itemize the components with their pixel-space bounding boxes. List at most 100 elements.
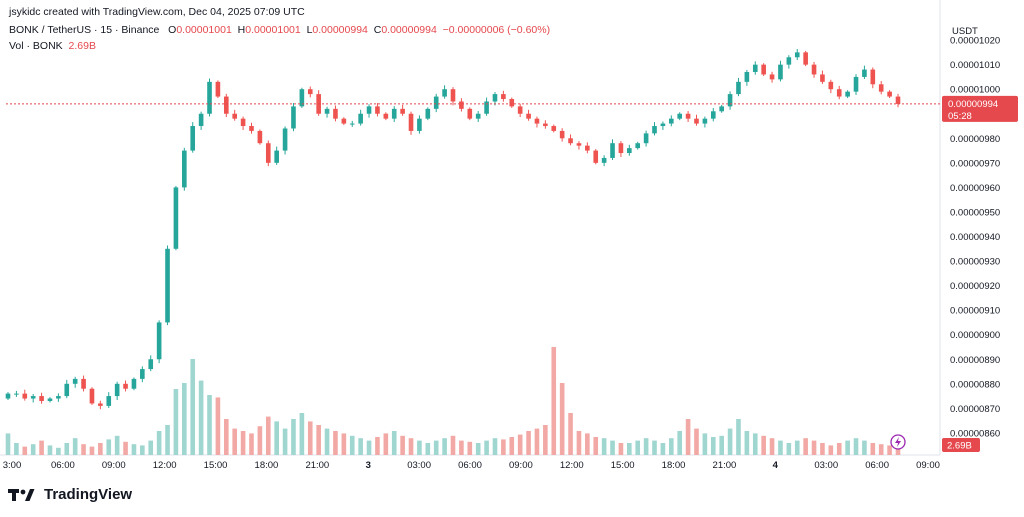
- candle-body[interactable]: [551, 126, 557, 131]
- candle-body[interactable]: [794, 52, 800, 58]
- candle-body[interactable]: [568, 138, 573, 144]
- candle-body[interactable]: [509, 99, 515, 107]
- candle-body[interactable]: [845, 91, 850, 97]
- candle-body[interactable]: [442, 89, 447, 97]
- candle-body[interactable]: [719, 106, 724, 112]
- candle-body[interactable]: [182, 150, 187, 188]
- candle-body[interactable]: [736, 81, 741, 95]
- candle-body[interactable]: [114, 383, 120, 397]
- candle-body[interactable]: [257, 130, 263, 144]
- candle-body[interactable]: [341, 118, 347, 124]
- candle-body[interactable]: [778, 64, 783, 80]
- candle-body[interactable]: [811, 64, 817, 75]
- candle-body[interactable]: [190, 126, 196, 151]
- candle-body[interactable]: [106, 396, 112, 406]
- candle-body[interactable]: [593, 150, 599, 163]
- candle-body[interactable]: [610, 143, 615, 158]
- tradingview-brand[interactable]: TradingView: [8, 486, 132, 503]
- candle-body[interactable]: [618, 143, 624, 154]
- candle-body[interactable]: [820, 74, 825, 82]
- candle-body[interactable]: [5, 393, 11, 399]
- candle-body[interactable]: [677, 113, 683, 119]
- candle-body[interactable]: [240, 118, 246, 127]
- candle-body[interactable]: [265, 143, 271, 163]
- candle-body[interactable]: [282, 128, 288, 151]
- symbol-name[interactable]: BONK / TetherUS · 15 · Binance: [9, 24, 160, 36]
- candle-body[interactable]: [769, 74, 775, 80]
- candle-body[interactable]: [64, 383, 70, 397]
- candle-body[interactable]: [307, 89, 313, 95]
- candle-body[interactable]: [156, 322, 162, 360]
- volume-label[interactable]: Vol · BONK: [9, 40, 63, 52]
- candle-body[interactable]: [450, 89, 456, 102]
- candle-body[interactable]: [22, 393, 28, 399]
- candle-body[interactable]: [492, 94, 498, 102]
- candle-body[interactable]: [207, 81, 212, 114]
- candle-body[interactable]: [660, 123, 666, 127]
- candle-body[interactable]: [333, 108, 338, 119]
- candle-body[interactable]: [425, 108, 431, 119]
- candle-body[interactable]: [140, 369, 145, 379]
- candle-body[interactable]: [744, 72, 750, 82]
- candle-body[interactable]: [408, 113, 414, 131]
- candle-body[interactable]: [383, 113, 389, 119]
- candle-body[interactable]: [433, 96, 439, 109]
- candle-body[interactable]: [47, 398, 53, 401]
- candle-body[interactable]: [324, 108, 330, 114]
- candle-body[interactable]: [215, 81, 221, 97]
- candle-body[interactable]: [148, 359, 154, 370]
- candle-body[interactable]: [81, 378, 86, 389]
- candle-body[interactable]: [727, 94, 733, 107]
- candle-body[interactable]: [475, 113, 481, 119]
- candle-body[interactable]: [72, 378, 78, 384]
- candle-body[interactable]: [375, 106, 380, 114]
- candle-body[interactable]: [585, 145, 590, 151]
- candle-body[interactable]: [534, 118, 540, 124]
- candle-body[interactable]: [39, 396, 44, 401]
- candle-body[interactable]: [643, 133, 649, 144]
- candle-body[interactable]: [601, 157, 607, 163]
- candle-body[interactable]: [98, 403, 103, 406]
- candle-body[interactable]: [274, 150, 279, 163]
- candle-body[interactable]: [391, 108, 397, 119]
- candle-body[interactable]: [668, 118, 674, 124]
- candle-body[interactable]: [862, 69, 867, 77]
- candle-body[interactable]: [828, 81, 834, 90]
- candle-body[interactable]: [223, 96, 229, 114]
- candle-body[interactable]: [702, 118, 708, 124]
- candle-body[interactable]: [366, 106, 372, 114]
- candle-body[interactable]: [198, 113, 204, 127]
- candle-body[interactable]: [878, 84, 884, 92]
- candle-body[interactable]: [803, 52, 808, 65]
- candle-body[interactable]: [501, 94, 506, 100]
- candle-body[interactable]: [559, 130, 565, 139]
- candle-body[interactable]: [694, 118, 699, 124]
- candle-body[interactable]: [400, 108, 405, 114]
- candle-body[interactable]: [349, 123, 355, 125]
- candle-body[interactable]: [173, 187, 179, 249]
- candle-body[interactable]: [887, 91, 892, 97]
- candle-body[interactable]: [89, 388, 95, 404]
- candle-body[interactable]: [761, 64, 766, 75]
- candle-body[interactable]: [232, 113, 238, 119]
- candle-body[interactable]: [576, 143, 582, 146]
- candle-body[interactable]: [30, 396, 36, 399]
- candle-body[interactable]: [710, 111, 716, 119]
- candle-body[interactable]: [752, 64, 758, 73]
- candle-body[interactable]: [358, 113, 363, 124]
- candle-body[interactable]: [459, 101, 464, 109]
- candle-body[interactable]: [526, 113, 531, 119]
- candle-body[interactable]: [249, 126, 254, 131]
- candle-body[interactable]: [652, 126, 657, 134]
- candle-body[interactable]: [56, 396, 61, 399]
- candle-body[interactable]: [836, 89, 842, 97]
- candle-body[interactable]: [467, 108, 473, 119]
- candle-body[interactable]: [417, 118, 422, 131]
- candle-body[interactable]: [123, 383, 128, 389]
- candle-body[interactable]: [627, 148, 632, 154]
- candle-body[interactable]: [291, 106, 296, 129]
- candle-body[interactable]: [14, 393, 19, 395]
- candle-body[interactable]: [635, 143, 641, 149]
- candle-body[interactable]: [165, 248, 170, 323]
